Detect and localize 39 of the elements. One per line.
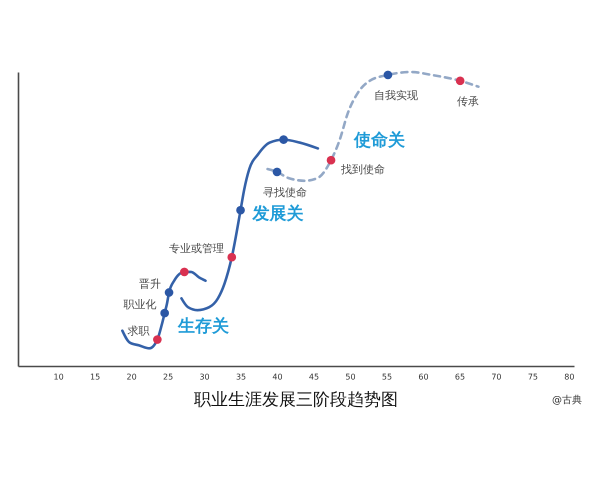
x-tick-label: 40 — [272, 372, 283, 382]
x-tick-label: 25 — [162, 372, 174, 382]
series-label: 发展关 — [251, 204, 304, 224]
series-label: 使命关 — [352, 130, 405, 150]
x-tick-label: 15 — [90, 372, 100, 382]
x-tick-label: 50 — [345, 372, 356, 382]
point — [279, 135, 288, 144]
x-tick-label: 80 — [564, 372, 574, 382]
point — [164, 288, 174, 297]
point — [236, 206, 245, 214]
point — [456, 76, 465, 86]
point — [326, 156, 336, 165]
x-tick-label: 55 — [382, 372, 392, 382]
x-tick-label: 65 — [454, 372, 466, 382]
x-tick-label: 10 — [54, 372, 64, 382]
point — [180, 268, 189, 276]
annotation: 传承 — [457, 94, 480, 108]
annotation: 自我实现 — [374, 88, 418, 102]
annotation: 求职 — [127, 324, 150, 338]
point — [153, 335, 162, 344]
x-tick-label: 45 — [308, 372, 320, 382]
annotation: 职业化 — [124, 298, 157, 312]
series-label: 生存关 — [176, 316, 229, 336]
text: 职业生涯发展三阶段趋势图 — [194, 390, 398, 410]
point — [384, 70, 392, 80]
text: @古典 — [552, 394, 582, 406]
x-tick-label: 75 — [528, 372, 538, 382]
annotation: 晋升 — [139, 278, 162, 290]
annotation: 专业或管理 — [168, 242, 224, 256]
x-tick-label: 70 — [491, 372, 502, 382]
point — [160, 308, 169, 318]
annotation: 找到使命 — [340, 163, 386, 176]
x-tick-label: 30 — [199, 372, 210, 382]
point — [227, 252, 236, 262]
x-tick-label: 20 — [126, 372, 137, 382]
point — [272, 168, 282, 176]
x-tick-label: 60 — [418, 372, 429, 382]
annotation: 寻找使命 — [263, 186, 308, 199]
x-tick-label: 35 — [236, 372, 246, 382]
